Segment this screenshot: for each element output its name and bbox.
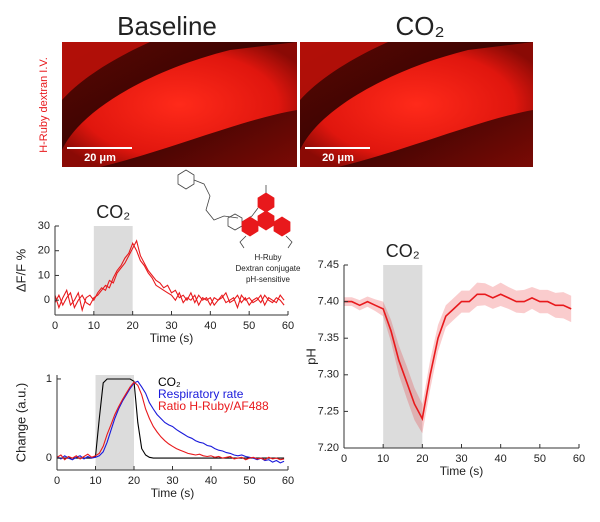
shade-label: CO₂ <box>386 241 420 261</box>
x-tick-label: 30 <box>455 453 467 465</box>
x-tick-label: 60 <box>573 453 585 465</box>
x-tick-label: 50 <box>243 320 255 332</box>
scale-bar-label: 20 μm <box>84 152 116 164</box>
x-tick-label: 30 <box>165 320 177 332</box>
y-tick-label: 20 <box>38 245 50 257</box>
y-tick-label: 7.35 <box>318 332 339 344</box>
x-axis-label: Time (s) <box>440 464 484 478</box>
data-line <box>57 378 285 459</box>
x-tick-label: 60 <box>282 320 294 332</box>
x-tick-label: 0 <box>54 475 60 487</box>
legend-entry: Ratio H-Ruby/AF488 <box>158 399 269 413</box>
data-line <box>56 381 285 461</box>
y-axis-label: pH <box>303 348 318 365</box>
x-tick-label: 40 <box>205 475 217 487</box>
data-line <box>344 293 572 422</box>
y-tick-label: 7.25 <box>318 405 339 417</box>
x-tick-label: 0 <box>341 453 347 465</box>
x-tick-label: 50 <box>243 475 255 487</box>
shade-label: CO₂ <box>96 202 130 222</box>
data-line <box>54 241 285 310</box>
x-tick-label: 10 <box>377 453 389 465</box>
y-tick-label: 7.20 <box>318 442 339 454</box>
legend-entry: CO₂ <box>158 375 181 389</box>
x-tick-label: 20 <box>128 475 140 487</box>
y-axis-label: Change (a.u.) <box>13 383 28 463</box>
y-tick-label: 7.45 <box>318 259 339 271</box>
y-tick-label: 0 <box>44 294 50 306</box>
image-title: Baseline <box>117 11 217 41</box>
legend-entry: Respiratory rate <box>158 387 244 401</box>
x-tick-label: 30 <box>166 475 178 487</box>
y-tick-label: 0 <box>46 452 52 464</box>
scale-bar-label: 20 μm <box>322 152 354 164</box>
data-line <box>56 380 285 464</box>
y-tick-label: 7.40 <box>318 296 339 308</box>
y-tick-label: 10 <box>38 269 50 281</box>
x-tick-label: 0 <box>52 320 58 332</box>
y-tick-label: 7.30 <box>318 369 339 381</box>
y-tick-label: 30 <box>38 220 50 232</box>
y-axis-label: ΔF/F % <box>13 248 28 292</box>
x-axis-label: Time (s) <box>151 486 195 500</box>
image-title: CO₂ <box>395 11 444 41</box>
x-tick-label: 50 <box>534 453 546 465</box>
x-tick-label: 40 <box>495 453 507 465</box>
x-tick-label: 60 <box>282 475 294 487</box>
structure-label: Dextran conjugate <box>236 264 301 273</box>
x-tick-label: 40 <box>204 320 216 332</box>
x-tick-label: 20 <box>127 320 139 332</box>
chemical-structure <box>177 169 293 249</box>
micrograph: 20 μm <box>62 42 297 167</box>
side-label: H-Ruby dextran I.V. <box>38 57 50 153</box>
x-tick-label: 20 <box>416 453 428 465</box>
structure-label: H-Ruby <box>254 253 281 262</box>
error-band <box>344 282 572 434</box>
y-tick-label: 1 <box>46 373 52 385</box>
x-axis-label: Time (s) <box>150 331 194 345</box>
x-tick-label: 10 <box>88 320 100 332</box>
stimulus-shade <box>93 226 133 315</box>
x-tick-label: 10 <box>89 475 101 487</box>
micrograph: 20 μm <box>300 42 533 167</box>
structure-label: pH-sensitive <box>246 275 291 284</box>
stimulus-shade <box>383 265 423 448</box>
